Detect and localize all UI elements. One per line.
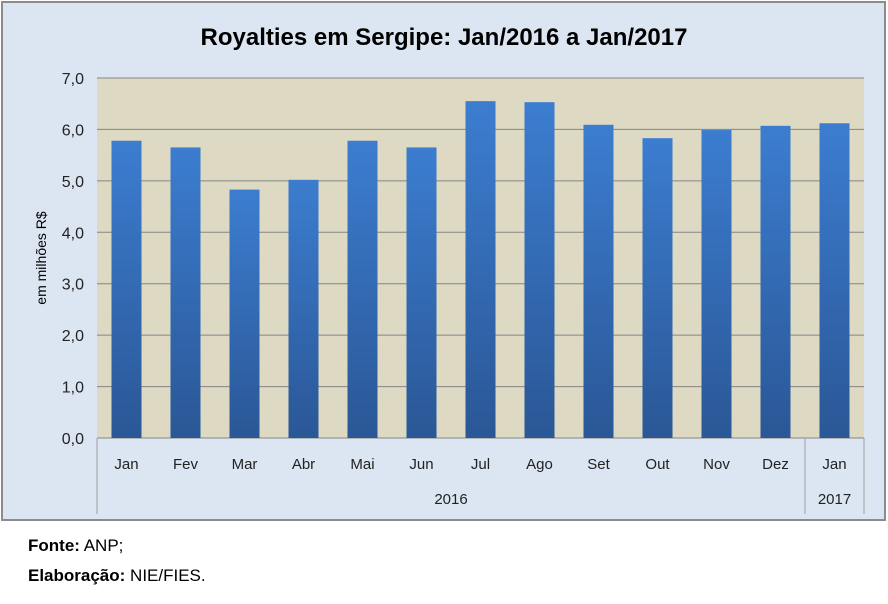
bar [642, 138, 673, 438]
bar [583, 124, 614, 439]
x-tick-label: Mai [350, 456, 374, 473]
bar [229, 189, 260, 438]
x-tick-label: Jan [822, 456, 846, 473]
x-tick-label: Out [645, 456, 670, 473]
y-tick-label: 2,0 [62, 328, 84, 345]
x-tick-label: Set [587, 456, 610, 473]
y-axis-label: em milhões R$ [33, 211, 49, 305]
elaboration-note: Elaboração: NIE/FIES. [28, 566, 206, 586]
y-tick-label: 5,0 [62, 174, 84, 191]
x-tick-label: Mar [232, 456, 258, 473]
bar [111, 140, 142, 438]
y-tick-label: 1,0 [62, 380, 84, 397]
source-label: Fonte: [28, 536, 80, 555]
source-note: Fonte: ANP; [28, 536, 123, 556]
chart-title: Royalties em Sergipe: Jan/2016 a Jan/201… [201, 24, 688, 51]
bar [347, 140, 378, 438]
y-tick-label: 4,0 [62, 225, 84, 242]
x-tick-label: Abr [292, 456, 315, 473]
bar-chart: Royalties em Sergipe: Jan/2016 a Jan/201… [1, 1, 886, 521]
elaboration-label: Elaboração: [28, 566, 126, 585]
x-tick-label: Nov [703, 456, 730, 473]
elaboration-value: NIE/FIES. [125, 566, 206, 585]
y-tick-label: 3,0 [62, 277, 84, 294]
x-tick-label: Fev [173, 456, 199, 473]
x-group-label: 2016 [434, 491, 467, 508]
x-tick-label: Jul [471, 456, 490, 473]
x-tick-label: Ago [526, 456, 553, 473]
x-tick-label: Dez [762, 456, 789, 473]
bar [760, 125, 791, 438]
x-group-label: 2017 [818, 491, 851, 508]
bar [524, 102, 555, 439]
bar [288, 179, 319, 439]
bar [406, 147, 437, 438]
bar [465, 101, 496, 439]
bar [701, 129, 732, 438]
y-tick-label: 7,0 [62, 71, 84, 88]
y-tick-label: 0,0 [62, 431, 84, 448]
y-tick-label: 6,0 [62, 122, 84, 139]
source-value: ANP; [79, 536, 124, 555]
x-tick-label: Jan [114, 456, 138, 473]
x-tick-label: Jun [409, 456, 433, 473]
bar [819, 123, 850, 438]
bar [170, 147, 201, 438]
